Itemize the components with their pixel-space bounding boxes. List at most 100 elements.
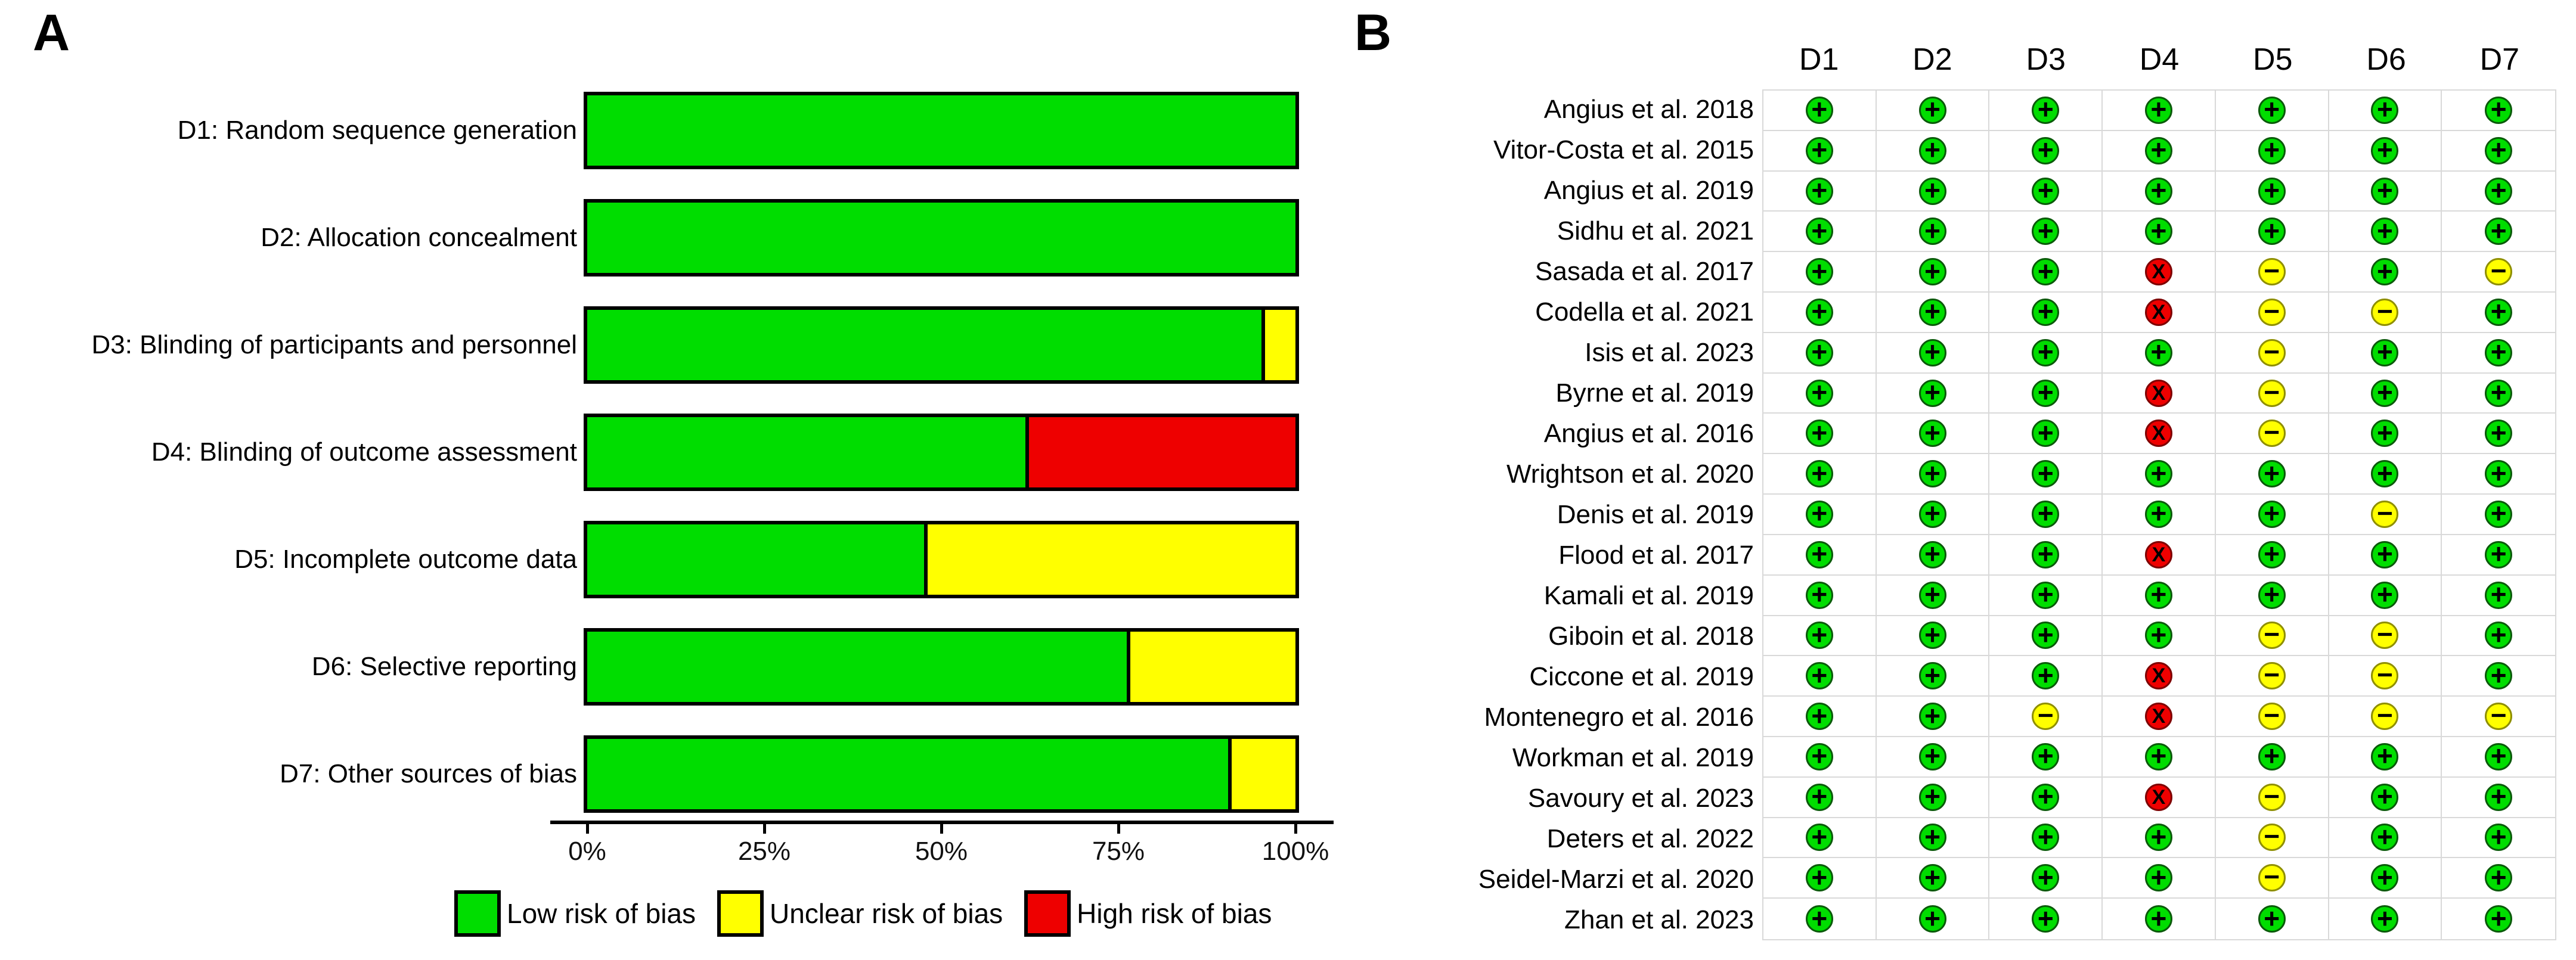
x-icon: X	[2152, 300, 2166, 324]
minus-icon: −	[2264, 861, 2280, 893]
judgment-cell: +	[1876, 858, 1990, 899]
plus-icon: +	[1811, 417, 1828, 448]
judgment-cell: −	[2215, 252, 2329, 293]
plus-icon: +	[2490, 538, 2507, 570]
judgment-cell: −	[2215, 656, 2329, 697]
plus-icon: +	[2037, 457, 2054, 489]
low-risk-circle: +	[2371, 257, 2399, 286]
plus-icon: +	[1924, 579, 1940, 610]
low-risk-circle: +	[2032, 417, 2060, 448]
plus-icon: +	[1924, 861, 1940, 893]
judgment-cell: +	[1763, 535, 1877, 576]
plus-icon: +	[1811, 336, 1828, 368]
judgment-cell: +	[2215, 131, 2329, 172]
category-label: D5: Incomplete outcome data	[234, 545, 577, 574]
low-risk-circle: +	[1918, 378, 1946, 407]
low-risk-circle: +	[2144, 217, 2172, 246]
judgment-cell: +	[2329, 535, 2442, 576]
plus-icon: +	[2490, 740, 2507, 772]
judgment-cell: −	[2215, 616, 2329, 657]
low-risk-circle: +	[2371, 175, 2399, 206]
judgment-cell: −	[2215, 333, 2329, 374]
domain-header-d6: D6	[2366, 42, 2406, 77]
judgment-cell: −	[2215, 777, 2329, 818]
legend-item: Low risk of bias	[454, 890, 696, 937]
plus-icon: +	[1811, 781, 1828, 812]
bar-segment	[587, 524, 925, 595]
legend-item: High risk of bias	[1024, 890, 1272, 937]
judgment-cell: +	[2215, 91, 2329, 131]
low-risk-circle: +	[2144, 742, 2172, 771]
bar-segment	[1025, 417, 1295, 487]
judgment-cell: +	[1989, 575, 2103, 616]
low-risk-circle: +	[1918, 579, 1946, 610]
low-risk-circle: +	[1805, 175, 1833, 206]
low-risk-circle: +	[2032, 742, 2060, 771]
plus-icon: +	[2037, 336, 2054, 368]
low-risk-circle: +	[2032, 378, 2060, 407]
judgment-cell: +	[2329, 171, 2442, 212]
plus-icon: +	[2264, 579, 2280, 610]
unclear-risk-circle: −	[2371, 620, 2399, 650]
judgment-cell: +	[1989, 293, 2103, 333]
study-label: Deters et al. 2022	[1546, 824, 1754, 853]
judgment-cell: +	[2329, 818, 2442, 859]
judgment-cell: +	[1876, 91, 1990, 131]
plus-icon: +	[1811, 175, 1828, 206]
low-risk-circle: +	[2258, 95, 2286, 124]
unclear-risk-circle: −	[2258, 378, 2286, 407]
low-risk-circle: +	[2371, 540, 2399, 568]
judgment-cell: +	[1763, 616, 1877, 657]
low-risk-circle: +	[1918, 499, 1946, 528]
judgment-cell: +	[2442, 212, 2555, 253]
judgment-cell: −	[1989, 697, 2103, 737]
judgment-cell: +	[2215, 535, 2329, 576]
plus-icon: +	[2490, 457, 2507, 489]
judgment-cell: +	[2442, 576, 2555, 616]
judgment-cell: +	[1876, 656, 1990, 697]
minus-icon: −	[2376, 295, 2393, 327]
plus-icon: +	[2037, 861, 2054, 893]
plus-icon: +	[2490, 619, 2507, 650]
study-label: Denis et al. 2019	[1557, 500, 1754, 529]
plus-icon: +	[1811, 457, 1828, 489]
unclear-risk-swatch	[717, 890, 764, 937]
judgment-cell: X	[2103, 414, 2216, 455]
x-icon: X	[2152, 381, 2166, 405]
minus-icon: −	[2264, 619, 2280, 650]
plus-icon: +	[2150, 619, 2167, 650]
low-risk-circle: +	[2258, 459, 2286, 488]
judgment-cell: +	[1989, 131, 2103, 172]
judgment-cell: +	[2442, 293, 2555, 333]
x-icon: X	[2152, 260, 2166, 284]
judgment-cell: +	[1876, 818, 1990, 859]
low-risk-circle: +	[2485, 538, 2513, 570]
low-risk-circle: +	[2258, 217, 2286, 246]
judgment-cell: +	[1989, 454, 2103, 495]
low-risk-circle: +	[2371, 338, 2399, 366]
plus-icon: +	[2150, 457, 2167, 489]
low-risk-circle: +	[1918, 217, 1946, 246]
study-label: Angius et al. 2016	[1543, 419, 1754, 448]
plus-icon: +	[2376, 175, 2393, 206]
plus-icon: +	[1924, 134, 1940, 166]
x-icon: X	[2152, 422, 2166, 445]
bar-segment	[587, 203, 1295, 273]
x-icon: X	[2152, 664, 2166, 688]
category-label: D2: Allocation concealment	[261, 223, 577, 252]
low-risk-circle: +	[1918, 661, 1946, 690]
low-risk-circle: +	[1805, 378, 1833, 407]
study-label: Angius et al. 2019	[1543, 176, 1754, 205]
plus-icon: +	[2490, 336, 2507, 368]
judgment-cell: +	[1763, 697, 1877, 737]
plus-icon: +	[1924, 538, 1940, 570]
unclear-risk-circle: −	[2258, 297, 2286, 326]
plus-icon: +	[2037, 417, 2054, 448]
plus-icon: +	[2264, 538, 2280, 570]
axis-tick-label: 75%	[1092, 837, 1145, 866]
axis-tick	[1117, 824, 1120, 834]
plus-icon: +	[2376, 457, 2393, 489]
low-risk-circle: +	[2144, 863, 2172, 892]
judgment-cell: +	[1989, 91, 2103, 131]
plus-icon: +	[2376, 417, 2393, 448]
